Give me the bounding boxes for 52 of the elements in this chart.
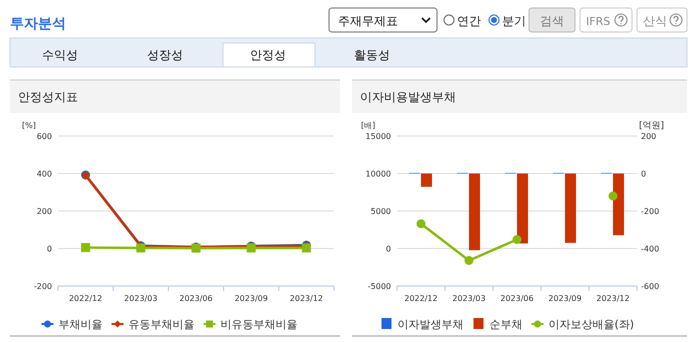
x-tick-label: 2023/12 — [596, 294, 630, 303]
x-tick-label: 2023/03 — [124, 294, 158, 303]
text: 검색 — [540, 14, 564, 28]
x-tick-label: 2023/12 — [290, 294, 324, 303]
y-tick-label: 400 — [36, 170, 52, 178]
y-axis-title: [%] — [22, 121, 36, 130]
chart-title: 안정성지표 — [18, 90, 78, 104]
y-tick-label: 200 — [36, 207, 52, 216]
point — [81, 243, 90, 252]
y-tick-label: 5000 — [370, 207, 391, 216]
y-tick-label: 0 — [46, 244, 52, 254]
x-tick-label: 2022/12 — [68, 294, 102, 303]
x-tick-label: 2023/06 — [179, 294, 213, 303]
y2-tick-label: 0 — [641, 170, 646, 178]
legend-label: 이자보상배율(좌) — [548, 318, 634, 331]
y-tick-label: -5000 — [368, 282, 391, 291]
text: 연간 — [457, 14, 481, 28]
text: 수익성 — [42, 48, 78, 62]
y2-tick-label: -600 — [641, 282, 660, 291]
y-tick-label: -200 — [34, 282, 52, 291]
point — [512, 235, 522, 244]
y2-tick-label: 200 — [641, 132, 656, 141]
text: 분기 — [502, 14, 526, 28]
legend-label: 순부채 — [490, 318, 522, 331]
y-tick-label: 600 — [36, 132, 52, 141]
y-tick-label: 10000 — [366, 170, 391, 178]
text: 안정성 — [250, 48, 286, 62]
y2-tick-label: -400 — [641, 244, 660, 254]
x-tick-label: 2023/09 — [234, 294, 268, 303]
x-tick-label: 2023/06 — [500, 294, 534, 303]
text: 성장성 — [147, 48, 183, 62]
text: 산식 — [643, 14, 667, 28]
y2-tick-label: -200 — [641, 207, 660, 216]
y-tick-label: 15000 — [366, 132, 391, 141]
text: 활동성 — [354, 48, 390, 62]
point — [464, 256, 474, 265]
point — [416, 219, 426, 228]
x-tick-label: 2022/12 — [404, 294, 438, 303]
text: IFRS — [586, 15, 610, 28]
x-tick-label: 2023/09 — [548, 294, 582, 303]
y-axis-title: [배] — [361, 121, 376, 130]
legend-label: 부채비율 — [58, 318, 102, 331]
y-tick-label: 0 — [386, 244, 391, 254]
text: 투자분석 — [10, 16, 66, 32]
legend-label: 이자발생부채 — [398, 318, 464, 331]
chart-title: 이자비용발생부채 — [360, 90, 456, 104]
legend-label: 유동부채비율 — [128, 318, 194, 331]
legend-label: 비유동부채비율 — [220, 318, 298, 331]
x-tick-label: 2023/03 — [452, 294, 486, 303]
y2-axis-title: [억원] — [639, 121, 664, 131]
text: 주재무제표 — [338, 14, 398, 28]
point — [608, 192, 618, 200]
